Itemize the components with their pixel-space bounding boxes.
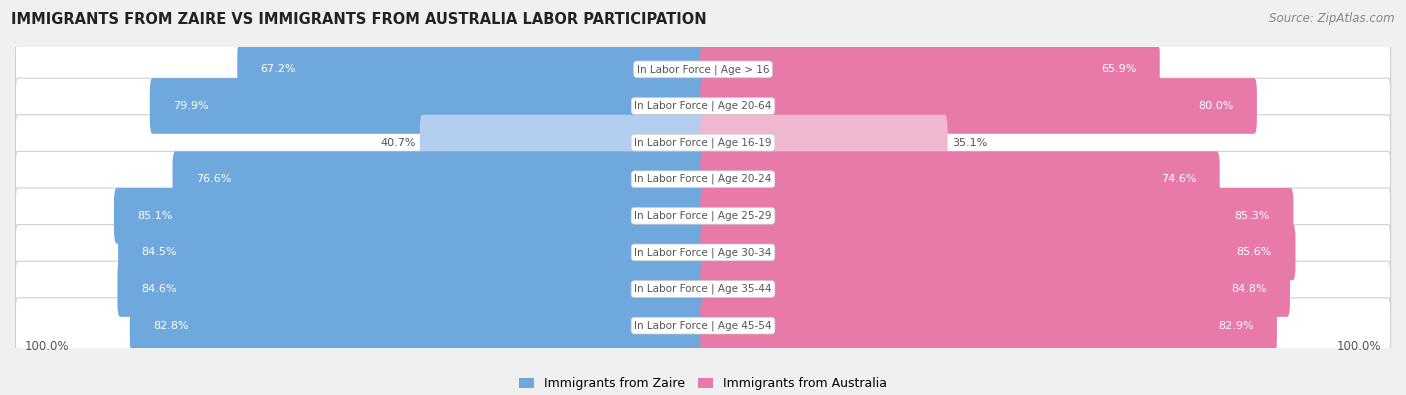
- Text: 85.3%: 85.3%: [1234, 211, 1270, 221]
- FancyBboxPatch shape: [700, 188, 1294, 244]
- Text: 76.6%: 76.6%: [195, 174, 232, 184]
- FancyBboxPatch shape: [700, 298, 1277, 354]
- Text: IMMIGRANTS FROM ZAIRE VS IMMIGRANTS FROM AUSTRALIA LABOR PARTICIPATION: IMMIGRANTS FROM ZAIRE VS IMMIGRANTS FROM…: [11, 12, 707, 27]
- Text: 82.8%: 82.8%: [153, 321, 188, 331]
- FancyBboxPatch shape: [150, 78, 706, 134]
- Text: 100.0%: 100.0%: [24, 340, 69, 354]
- FancyBboxPatch shape: [118, 261, 706, 317]
- Text: 65.9%: 65.9%: [1101, 64, 1136, 74]
- FancyBboxPatch shape: [15, 261, 1391, 317]
- Text: 85.1%: 85.1%: [138, 211, 173, 221]
- FancyBboxPatch shape: [118, 225, 706, 280]
- Text: 84.8%: 84.8%: [1230, 284, 1267, 294]
- Text: In Labor Force | Age 35-44: In Labor Force | Age 35-44: [634, 284, 772, 294]
- FancyBboxPatch shape: [15, 41, 1391, 97]
- FancyBboxPatch shape: [700, 151, 1220, 207]
- FancyBboxPatch shape: [114, 188, 706, 244]
- Text: In Labor Force | Age 30-34: In Labor Force | Age 30-34: [634, 247, 772, 258]
- Text: 84.6%: 84.6%: [141, 284, 176, 294]
- FancyBboxPatch shape: [700, 225, 1295, 280]
- FancyBboxPatch shape: [700, 115, 948, 170]
- Text: Source: ZipAtlas.com: Source: ZipAtlas.com: [1270, 12, 1395, 25]
- FancyBboxPatch shape: [15, 115, 1391, 170]
- Text: In Labor Force | Age > 16: In Labor Force | Age > 16: [637, 64, 769, 75]
- Text: 84.5%: 84.5%: [142, 247, 177, 258]
- Text: In Labor Force | Age 20-64: In Labor Force | Age 20-64: [634, 101, 772, 111]
- Text: 100.0%: 100.0%: [1337, 340, 1382, 354]
- Text: 82.9%: 82.9%: [1218, 321, 1254, 331]
- Text: 74.6%: 74.6%: [1161, 174, 1197, 184]
- Text: 67.2%: 67.2%: [260, 64, 297, 74]
- FancyBboxPatch shape: [238, 41, 706, 97]
- FancyBboxPatch shape: [420, 115, 706, 170]
- Text: In Labor Force | Age 25-29: In Labor Force | Age 25-29: [634, 211, 772, 221]
- FancyBboxPatch shape: [700, 78, 1257, 134]
- FancyBboxPatch shape: [15, 78, 1391, 134]
- FancyBboxPatch shape: [15, 188, 1391, 244]
- FancyBboxPatch shape: [15, 151, 1391, 207]
- Text: 85.6%: 85.6%: [1237, 247, 1272, 258]
- FancyBboxPatch shape: [15, 225, 1391, 280]
- FancyBboxPatch shape: [129, 298, 706, 354]
- Text: 40.7%: 40.7%: [380, 137, 416, 148]
- FancyBboxPatch shape: [700, 41, 1160, 97]
- FancyBboxPatch shape: [15, 298, 1391, 354]
- Text: 35.1%: 35.1%: [952, 137, 987, 148]
- Text: 80.0%: 80.0%: [1198, 101, 1233, 111]
- FancyBboxPatch shape: [700, 261, 1289, 317]
- Legend: Immigrants from Zaire, Immigrants from Australia: Immigrants from Zaire, Immigrants from A…: [515, 372, 891, 395]
- Text: 79.9%: 79.9%: [173, 101, 209, 111]
- Text: In Labor Force | Age 20-24: In Labor Force | Age 20-24: [634, 174, 772, 184]
- Text: In Labor Force | Age 16-19: In Labor Force | Age 16-19: [634, 137, 772, 148]
- Text: In Labor Force | Age 45-54: In Labor Force | Age 45-54: [634, 320, 772, 331]
- FancyBboxPatch shape: [173, 151, 706, 207]
